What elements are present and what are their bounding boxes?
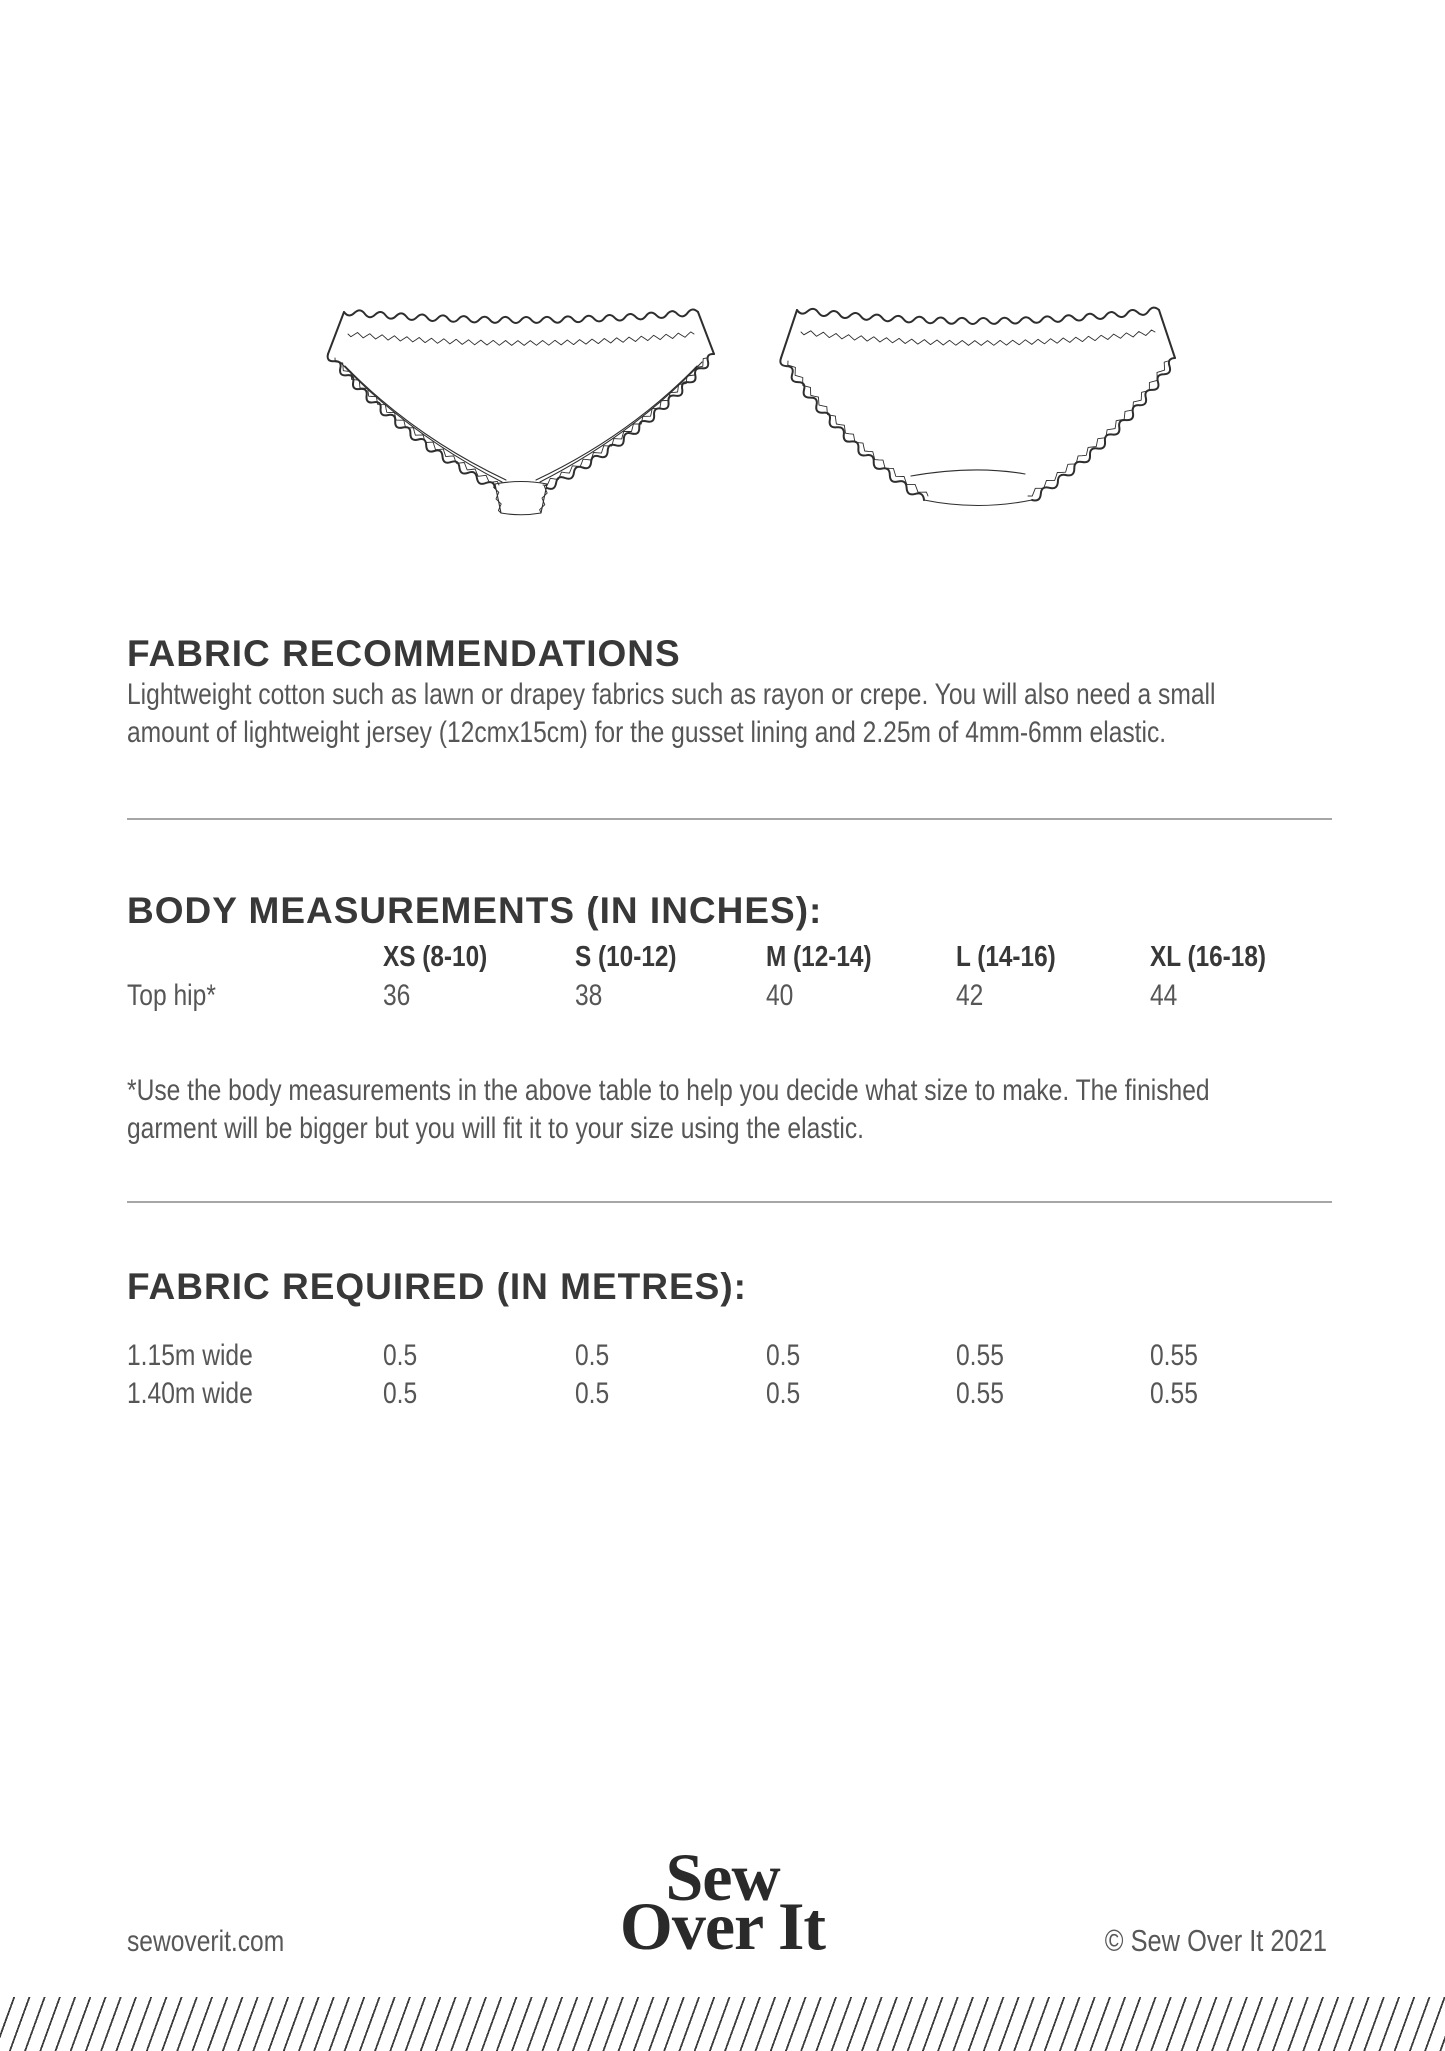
side-seam-left — [780, 309, 798, 359]
leg-zigzag-right — [1027, 360, 1169, 497]
fabric-recommendations-heading: FABRIC RECOMMENDATIONS — [127, 633, 681, 674]
fabric-row-115: 1.15m wide 0.5 0.5 0.5 0.55 0.55 — [127, 1338, 1427, 1374]
leg-zigzag-left — [334, 357, 500, 486]
body-line: amount of lightweight jersey (12cmx15cm)… — [127, 716, 1167, 749]
fabric-value-m: 0.5 — [766, 1339, 801, 1372]
leg-frill-left — [779, 357, 925, 501]
side-seam-right — [697, 311, 715, 355]
knickers-front-illustration — [326, 308, 715, 516]
logo-line-over-it: Over It — [619, 1888, 826, 1964]
size-column-xs: XS (8-10) — [383, 941, 488, 973]
elastic-casing-left-2 — [344, 365, 507, 481]
website-text: sewoverit.com — [127, 1925, 285, 1958]
leg-zigzag-left — [787, 360, 929, 497]
fabric-recommendations-body: Lightweight cotton such as lawn or drape… — [127, 676, 1215, 752]
knickers-front-waistband — [327, 308, 715, 355]
measurement-value-xl: 44 — [1150, 979, 1178, 1012]
measurement-row-label: Top hip* — [127, 979, 216, 1012]
fabric-value-s: 0.5 — [575, 1339, 610, 1372]
fabric-value-xs: 0.5 — [383, 1339, 418, 1372]
note-line: garment will be bigger but you will fit … — [127, 1112, 864, 1145]
knickers-back-illustration — [779, 306, 1176, 507]
body-measurements-heading: BODY MEASUREMENTS (IN INCHES): — [127, 890, 823, 931]
diagonal-stripe-border — [0, 1997, 1445, 2051]
measurement-value-l: 42 — [956, 979, 984, 1012]
size-column-m: M (12-14) — [766, 941, 872, 973]
fabric-value-s: 0.5 — [575, 1377, 610, 1410]
section-divider — [127, 1201, 1332, 1203]
sew-over-it-logo: Sew Over It — [0, 1839, 1445, 1964]
gusset-zigzag-right — [539, 483, 548, 514]
knickers-front-legs — [326, 352, 715, 490]
knickers-back-waistband — [780, 306, 1176, 359]
leg-zigzag-right — [542, 357, 708, 487]
elastic-casing-left-1 — [339, 361, 503, 483]
logo-line-sew: Sew — [665, 1839, 780, 1915]
fabric-value-l: 0.55 — [956, 1339, 1004, 1372]
fabric-value-xs: 0.5 — [383, 1377, 418, 1410]
fabric-value-xl: 0.55 — [1150, 1339, 1198, 1372]
waist-zigzag-stitch — [800, 329, 1156, 346]
elastic-casing-right-1 — [539, 361, 703, 483]
side-seam-right — [1158, 309, 1176, 359]
measurement-value-s: 38 — [575, 979, 603, 1012]
waist-frill-edge — [343, 308, 699, 324]
gusset-seam — [910, 469, 1026, 477]
leg-frill-left — [326, 353, 496, 489]
body-line: Lightweight cotton such as lawn or drape… — [127, 678, 1216, 711]
fabric-required-heading: FABRIC REQUIRED (IN METRES): — [127, 1266, 747, 1307]
section-divider — [127, 818, 1332, 820]
note-line: *Use the body measurements in the above … — [127, 1074, 1210, 1107]
leg-frill-right — [1031, 357, 1176, 502]
size-header-spacer — [127, 940, 383, 974]
fabric-value-m: 0.5 — [766, 1377, 801, 1410]
measurement-value-m: 40 — [766, 979, 794, 1012]
knickers-front-gusset — [493, 480, 548, 516]
waist-frill-edge — [796, 306, 1160, 325]
fabric-row-label: 1.15m wide — [127, 1339, 253, 1372]
size-column-s: S (10-12) — [575, 941, 677, 973]
waist-zigzag-stitch — [347, 331, 695, 346]
fabric-value-l: 0.55 — [956, 1377, 1004, 1410]
fabric-value-xl: 0.55 — [1150, 1377, 1198, 1410]
copyright-text: © Sew Over It 2021 — [1104, 1923, 1327, 1958]
fabric-row-label: 1.40m wide — [127, 1377, 253, 1410]
gusset-zigzag-left — [493, 483, 502, 514]
measurement-row-top-hip: Top hip* 36 38 40 42 44 — [127, 978, 1427, 1014]
knickers-back-legs — [779, 357, 1176, 502]
size-header-row: XS (8-10) S (10-12) M (12-14) L (14-16) … — [127, 940, 1427, 974]
side-seam-left — [327, 311, 345, 355]
measurement-value-xs: 36 — [383, 979, 411, 1012]
fabric-row-140: 1.40m wide 0.5 0.5 0.5 0.55 0.55 — [127, 1376, 1427, 1412]
size-column-l: L (14-16) — [956, 941, 1056, 973]
knickers-back-gusset — [910, 469, 1033, 507]
size-column-xl: XL (16-18) — [1150, 941, 1266, 973]
gusset-bottom-edge — [923, 499, 1033, 507]
elastic-casing-right-2 — [535, 365, 698, 481]
sizing-note: *Use the body measurements in the above … — [127, 1072, 1210, 1148]
